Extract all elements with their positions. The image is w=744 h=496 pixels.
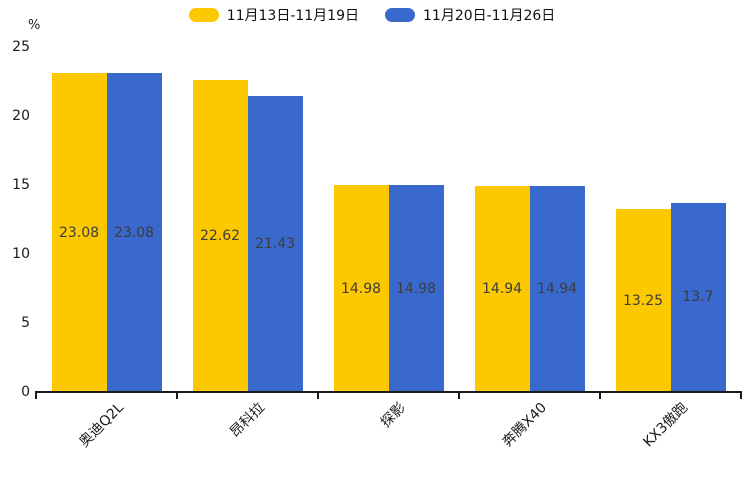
bar: 14.94 bbox=[529, 185, 585, 392]
y-axis-tick-label: 15 bbox=[12, 177, 30, 193]
bar-value-label: 23.08 bbox=[58, 224, 100, 241]
bar: 14.94 bbox=[474, 185, 530, 392]
y-axis-tick-label: 10 bbox=[12, 246, 30, 262]
bar: 22.62 bbox=[192, 79, 248, 392]
plot-area: 23.08 23.08 22.62 21.43 14.98 14.98 14.94 14.94… bbox=[36, 47, 741, 392]
bar: 14.98 bbox=[388, 185, 444, 392]
bar-value-label: 14.98 bbox=[395, 280, 437, 297]
x-axis-tick bbox=[176, 393, 178, 399]
legend-item: 11月13日-11月19日 bbox=[188, 5, 359, 25]
x-axis-label: 昂科拉 bbox=[226, 399, 268, 441]
x-axis-tick bbox=[740, 393, 742, 399]
x-axis-label: 奥迪Q2L bbox=[75, 399, 127, 451]
bar-value-label: 22.62 bbox=[199, 227, 241, 244]
x-axis-tick bbox=[35, 393, 37, 399]
y-axis-tick-label: 5 bbox=[21, 315, 30, 331]
y-axis-tick-label: 20 bbox=[12, 108, 30, 124]
y-axis-unit-label: % bbox=[28, 18, 41, 33]
bar: 14.98 bbox=[333, 185, 389, 392]
x-axis-tick bbox=[599, 393, 601, 399]
bar: 23.08 bbox=[51, 73, 107, 392]
chart-legend: 11月13日-11月19日 11月20日-11月26日 bbox=[0, 5, 744, 25]
legend-swatch-icon bbox=[188, 8, 219, 22]
y-axis-tick-label: 0 bbox=[21, 384, 30, 400]
bar-value-label: 23.08 bbox=[113, 224, 155, 241]
bar-value-label: 14.94 bbox=[536, 280, 578, 297]
bar: 13.25 bbox=[615, 209, 671, 392]
x-axis-line bbox=[35, 391, 742, 393]
x-axis-tick bbox=[317, 393, 319, 399]
x-axis-label: 奔腾X40 bbox=[499, 399, 550, 451]
bar-value-label: 21.43 bbox=[254, 236, 296, 253]
bar-value-label: 13.7 bbox=[682, 289, 714, 306]
legend-swatch-icon bbox=[385, 8, 415, 22]
y-axis-tick-label: 25 bbox=[12, 39, 30, 55]
legend-item: 11月20日-11月26日 bbox=[385, 5, 555, 25]
x-axis-tick bbox=[458, 393, 460, 399]
bar: 21.43 bbox=[247, 96, 303, 392]
x-axis-label: KX3傲跑 bbox=[639, 399, 691, 451]
bar-value-label: 14.94 bbox=[481, 280, 523, 297]
bar-value-label: 14.98 bbox=[340, 280, 382, 297]
bar-value-label: 13.25 bbox=[622, 292, 664, 309]
bar: 23.08 bbox=[106, 73, 162, 392]
x-axis-label: 探影 bbox=[377, 399, 409, 431]
legend-label: 11月20日-11月26日 bbox=[423, 8, 556, 24]
bar: 13.7 bbox=[670, 202, 726, 392]
legend-label: 11月13日-11月19日 bbox=[226, 8, 359, 24]
